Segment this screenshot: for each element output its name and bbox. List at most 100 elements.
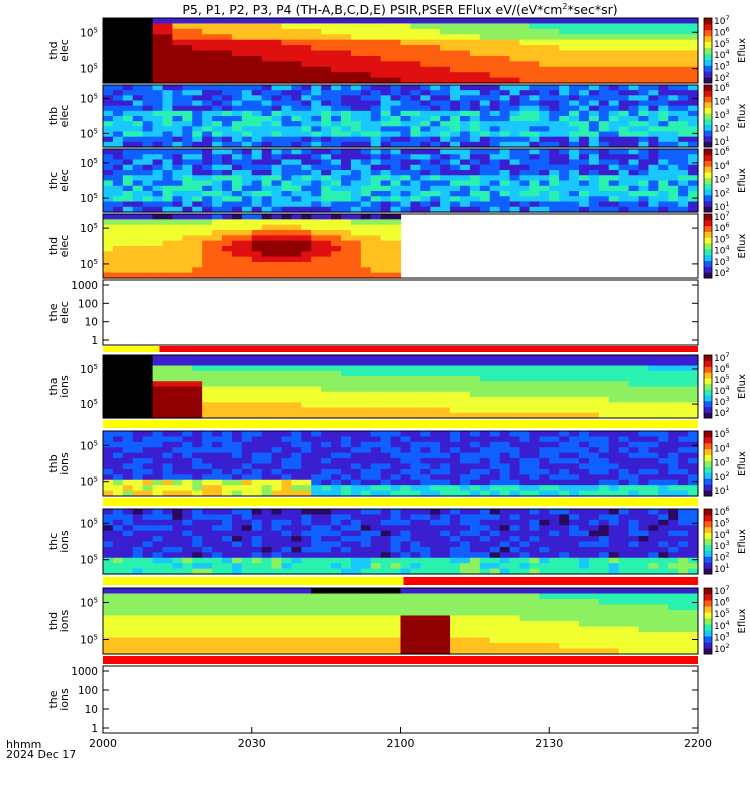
spectrogram-cell (668, 412, 679, 419)
spectrogram-cell (172, 72, 183, 79)
spectrogram-cell (142, 648, 154, 655)
spectrogram-cell (301, 180, 312, 187)
spectrogram-cell (321, 256, 332, 263)
spectrogram-cell (430, 568, 441, 575)
spectrogram-cell (519, 474, 531, 481)
spectrogram-cell (390, 552, 402, 559)
spectrogram-cell (132, 170, 144, 176)
spectrogram-cell (499, 370, 511, 377)
spectrogram-cell (212, 105, 223, 112)
spectrogram-cell (688, 447, 699, 454)
spectrogram-cell (688, 154, 699, 161)
spectrogram-cell (311, 485, 322, 492)
spectrogram-cell (281, 28, 293, 35)
spectrogram-cell (202, 50, 213, 57)
spectrogram-cell (202, 23, 213, 30)
spectrogram-cell (380, 272, 392, 279)
spectrogram-cell (222, 18, 233, 25)
spectrogram-cell (450, 381, 461, 388)
spectrogram-cell (152, 34, 164, 41)
spectrogram-cell (281, 90, 293, 96)
spectrogram-cell (668, 441, 679, 448)
spectrogram-cell (469, 154, 481, 161)
spectrogram-cell (132, 77, 144, 84)
spectrogram-cell (350, 170, 362, 176)
spectrogram-cell (172, 514, 183, 521)
spectrogram-cell (122, 402, 134, 409)
spectrogram-cell (380, 28, 392, 35)
spectrogram-cell (132, 391, 144, 398)
spectrogram-cell (182, 224, 193, 231)
spectrogram-cell (321, 519, 332, 526)
spectrogram-cell (162, 77, 174, 84)
spectrogram-cell (638, 66, 650, 73)
spectrogram-cell (231, 262, 243, 268)
spectrogram-cell (360, 568, 372, 575)
spectrogram-cell (648, 116, 659, 122)
spectrogram-cell (291, 235, 302, 242)
spectrogram-cell (281, 154, 293, 161)
spectrogram-cell (152, 206, 164, 213)
spectrogram-cell (122, 525, 134, 532)
spectrogram-cell (112, 18, 124, 25)
spectrogram-cell (231, 159, 243, 166)
spectrogram-cell (648, 436, 659, 443)
colorbar-step (704, 77, 712, 84)
spectrogram-cell (172, 126, 183, 133)
spectrogram-cell (430, 50, 441, 57)
spectrogram-cell (222, 519, 233, 526)
spectrogram-cell (648, 100, 659, 107)
spectrogram-cell (529, 431, 540, 438)
spectrogram-cell (460, 519, 471, 526)
spectrogram-cell (112, 136, 124, 143)
spectrogram-cell (628, 397, 640, 403)
spectrogram-cell (678, 463, 689, 470)
spectrogram-cell (281, 235, 293, 242)
colorbar-frame (703, 430, 713, 497)
panel-ylabel: thdelec (47, 235, 71, 258)
spectrogram-cell (271, 50, 283, 57)
spectrogram-cell (350, 386, 362, 393)
spectrogram-cell (380, 85, 392, 91)
spectrogram-cell (271, 557, 283, 564)
spectrogram-cell (499, 463, 511, 470)
spectrogram-cell (569, 185, 580, 192)
spectrogram-cell (559, 474, 570, 481)
spectrogram-cell (658, 365, 669, 372)
spectrogram-cell (192, 90, 203, 96)
spectrogram-cell (241, 230, 253, 236)
spectrogram-cell (212, 116, 223, 122)
spectrogram-cell (469, 441, 481, 448)
spectrogram-cell (341, 85, 352, 91)
spectrogram-cell (489, 50, 501, 57)
spectrogram-cell (588, 141, 600, 148)
spectrogram-cell (569, 490, 580, 497)
spectrogram-cell (539, 557, 550, 564)
spectrogram-cell (172, 626, 183, 633)
colorbar-step (704, 532, 712, 540)
spectrogram-cell (142, 376, 154, 382)
spectrogram-cell (499, 402, 511, 409)
spectrogram-cell (172, 552, 183, 559)
spectrogram-cell (112, 431, 124, 438)
spectrogram-cell (519, 519, 531, 526)
colorbar-step (704, 101, 712, 109)
spectrogram-cell (182, 360, 193, 367)
spectrogram-cell (678, 105, 689, 112)
spectrogram-cell (499, 458, 511, 465)
spectrogram-cell (410, 77, 421, 84)
spectrogram-cell (301, 519, 312, 526)
spectrogram-cell (212, 23, 223, 30)
spectrogram-cell (350, 154, 362, 161)
spectrogram-cell (222, 240, 233, 247)
spectrogram-cell (192, 552, 203, 559)
spectrogram-cell (182, 436, 193, 443)
spectrogram-cell (509, 490, 521, 497)
colorbar-tick: 102 (714, 266, 730, 279)
spectrogram-cell (103, 536, 114, 543)
spectrogram-cell (281, 468, 293, 475)
spectrogram-cell (549, 28, 560, 35)
spectrogram-cell (222, 45, 233, 52)
spectrogram-cell (380, 463, 392, 470)
spectrogram-cell (400, 110, 412, 117)
